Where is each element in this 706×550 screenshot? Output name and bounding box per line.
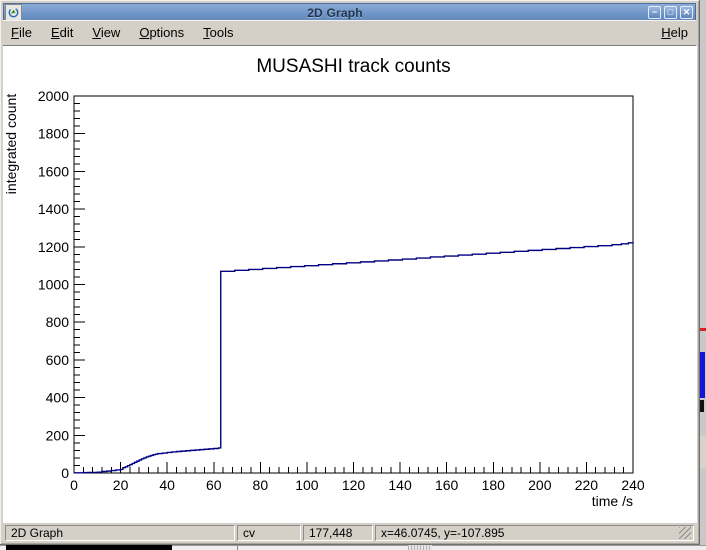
maximize-icon: □ <box>667 7 674 17</box>
x-tick-label: 60 <box>206 477 222 493</box>
title-bar[interactable]: 2D Graph − □ ✕ <box>3 3 696 22</box>
background-fragment <box>237 545 238 550</box>
minimize-icon: − <box>651 7 658 17</box>
y-tick-label: 2000 <box>38 88 69 104</box>
x-tick-label: 140 <box>388 477 412 493</box>
y-tick-label: 0 <box>61 465 69 481</box>
close-button[interactable]: ✕ <box>680 6 693 19</box>
background-fragment <box>700 352 705 398</box>
x-tick-label: 80 <box>253 477 269 493</box>
y-tick-label: 200 <box>46 427 70 443</box>
y-tick-label: 1000 <box>38 277 69 293</box>
status-field-object: 2D Graph <box>5 525 235 541</box>
status-field-coords: x=46.0745, y=-107.895 <box>375 525 694 541</box>
y-axis-title: integrated count <box>3 94 19 195</box>
plot-frame <box>73 95 634 474</box>
background-fragment <box>408 544 432 550</box>
status-field-pixel: 177,448 <box>303 525 373 541</box>
chart-canvas[interactable]: 0 20 40 60 80 100 120 140 160 180 200 220 240 0 200 400… <box>3 46 697 523</box>
y-tick-label: 600 <box>46 352 70 368</box>
x-tick-label: 240 <box>621 477 645 493</box>
y-tick-label: 1600 <box>38 163 69 179</box>
root-logo-icon <box>8 7 19 18</box>
background-fragment <box>6 545 172 550</box>
background-fragment <box>700 400 704 412</box>
x-tick-label: 200 <box>528 477 552 493</box>
background-window-edge <box>0 545 706 550</box>
window-title: 2D Graph <box>307 5 363 20</box>
y-tick-label: 400 <box>46 390 70 406</box>
menu-edit[interactable]: Edit <box>50 25 74 40</box>
background-fragment <box>699 436 706 468</box>
window-controls: − □ ✕ <box>648 6 693 19</box>
x-tick-label: 180 <box>482 477 506 493</box>
close-icon: ✕ <box>682 7 691 17</box>
minimize-button[interactable]: − <box>648 6 661 19</box>
menu-bar: File Edit View Options Tools Help <box>3 20 696 46</box>
background-fragment <box>700 328 706 331</box>
y-tick-label: 1800 <box>38 126 69 142</box>
x-tick-label: 120 <box>342 477 366 493</box>
x-tick-label: 20 <box>113 477 129 493</box>
maximize-button[interactable]: □ <box>664 6 677 19</box>
y-tick-label: 1200 <box>38 239 69 255</box>
x-tick-label: 220 <box>575 477 599 493</box>
status-field-canvas: cv <box>237 525 301 541</box>
menu-file[interactable]: File <box>11 25 32 40</box>
data-series-line <box>74 242 634 474</box>
menu-options[interactable]: Options <box>139 25 185 40</box>
menu-tools[interactable]: Tools <box>203 25 234 40</box>
resize-grip-icon[interactable] <box>679 527 691 539</box>
x-tick-label: 0 <box>70 477 78 493</box>
status-bar: 2D Graph cv 177,448 x=46.0745, y=-107.89… <box>3 523 696 543</box>
x-tick-label: 160 <box>435 477 459 493</box>
app-icon-button[interactable] <box>5 4 22 21</box>
menu-view[interactable]: View <box>92 25 121 40</box>
x-tick-label: 40 <box>159 477 175 493</box>
chart-title: MUSASHI track counts <box>256 56 450 77</box>
menu-help[interactable]: Help <box>661 25 688 40</box>
y-tick-label: 1400 <box>38 201 69 217</box>
plot-canvas[interactable]: 0 20 40 60 80 100 120 140 160 180 200 220 240 0 200 400… <box>3 46 697 523</box>
status-coords-text: x=46.0745, y=-107.895 <box>381 526 505 540</box>
y-tick-label: 800 <box>46 314 70 330</box>
x-tick-label: 100 <box>295 477 319 493</box>
x-axis-title: time /s <box>592 493 633 509</box>
